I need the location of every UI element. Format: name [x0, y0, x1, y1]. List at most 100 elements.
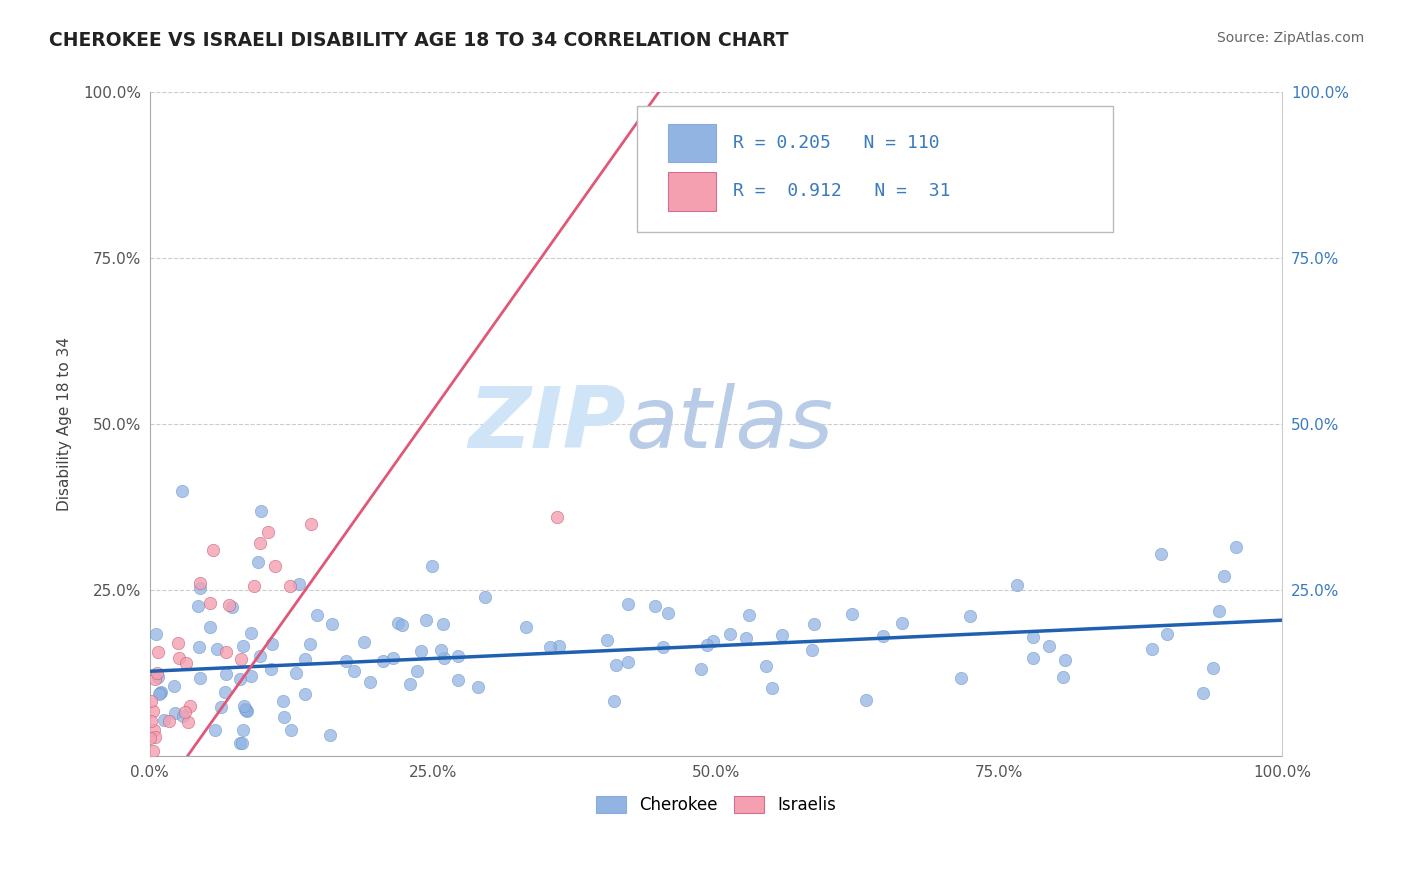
- Point: [735, 632, 758, 646]
- Point: [398, 677, 420, 691]
- Point: [515, 620, 537, 634]
- Point: [1022, 650, 1045, 665]
- Point: [1142, 641, 1164, 656]
- Point: [761, 681, 783, 695]
- Point: [204, 723, 226, 738]
- Point: [1052, 670, 1074, 684]
- Point: [250, 503, 273, 517]
- Point: [235, 703, 257, 717]
- Point: [321, 616, 343, 631]
- Point: [214, 667, 236, 681]
- Point: [148, 669, 170, 683]
- Point: [803, 617, 825, 632]
- Point: [232, 639, 254, 653]
- Point: [240, 625, 263, 640]
- Point: [246, 555, 269, 569]
- Point: [1208, 604, 1230, 618]
- Point: [415, 613, 437, 627]
- Point: [229, 652, 252, 666]
- Point: [335, 654, 357, 668]
- Point: [188, 671, 211, 685]
- Point: [405, 664, 427, 678]
- Point: [299, 517, 322, 532]
- Point: [141, 744, 163, 758]
- Point: [159, 714, 181, 728]
- Point: [890, 615, 912, 630]
- Point: [702, 633, 724, 648]
- Point: [474, 591, 496, 605]
- Point: [755, 658, 778, 673]
- Point: [467, 680, 489, 694]
- Point: [696, 638, 718, 652]
- Point: [243, 579, 266, 593]
- Point: [187, 599, 209, 614]
- Point: [236, 704, 259, 718]
- Point: [548, 640, 571, 654]
- Point: [1202, 661, 1225, 675]
- Point: [381, 650, 404, 665]
- Point: [229, 672, 252, 686]
- Point: [1213, 568, 1236, 582]
- FancyBboxPatch shape: [668, 124, 716, 162]
- Point: [260, 662, 283, 676]
- Text: CHEROKEE VS ISRAELI DISABILITY AGE 18 TO 34 CORRELATION CHART: CHEROKEE VS ISRAELI DISABILITY AGE 18 TO…: [49, 31, 789, 50]
- Point: [221, 599, 243, 614]
- Point: [200, 620, 222, 634]
- Point: [198, 596, 221, 610]
- Point: [146, 665, 169, 680]
- Point: [280, 723, 302, 737]
- Point: [165, 706, 187, 720]
- Point: [172, 483, 194, 498]
- Point: [855, 692, 877, 706]
- Point: [166, 636, 188, 650]
- Point: [447, 649, 470, 664]
- Point: [139, 694, 162, 708]
- Point: [305, 607, 328, 622]
- Text: Source: ZipAtlas.com: Source: ZipAtlas.com: [1216, 31, 1364, 45]
- Point: [616, 598, 638, 612]
- Legend: Cherokee, Israelis: Cherokee, Israelis: [589, 789, 844, 821]
- Point: [146, 645, 169, 659]
- Point: [718, 627, 741, 641]
- Point: [420, 559, 443, 574]
- FancyBboxPatch shape: [637, 105, 1112, 232]
- Point: [872, 629, 894, 643]
- Point: [264, 558, 287, 573]
- Point: [229, 736, 252, 750]
- Point: [738, 608, 761, 623]
- Point: [152, 713, 174, 727]
- Point: [150, 685, 173, 699]
- Text: R = 0.205   N = 110: R = 0.205 N = 110: [733, 134, 939, 152]
- Point: [174, 657, 197, 671]
- Point: [387, 615, 409, 630]
- FancyBboxPatch shape: [668, 172, 716, 211]
- Point: [174, 705, 197, 719]
- Point: [214, 685, 236, 699]
- Point: [233, 702, 256, 716]
- Point: [447, 673, 470, 688]
- Point: [343, 664, 366, 678]
- Point: [232, 723, 254, 737]
- Point: [353, 635, 375, 649]
- Point: [433, 651, 456, 665]
- Point: [143, 672, 166, 686]
- Point: [603, 693, 626, 707]
- Point: [188, 582, 211, 596]
- Point: [201, 543, 224, 558]
- Point: [652, 640, 675, 654]
- Point: [287, 576, 309, 591]
- Point: [218, 598, 240, 612]
- Point: [605, 658, 627, 673]
- Point: [260, 636, 283, 650]
- Point: [139, 731, 162, 745]
- Point: [149, 686, 172, 700]
- Y-axis label: Disability Age 18 to 34: Disability Age 18 to 34: [58, 337, 72, 511]
- Point: [432, 616, 454, 631]
- Point: [145, 627, 167, 641]
- Point: [373, 654, 395, 668]
- Point: [273, 709, 295, 723]
- Point: [770, 627, 793, 641]
- Point: [319, 728, 342, 742]
- Point: [143, 730, 166, 744]
- Point: [231, 736, 253, 750]
